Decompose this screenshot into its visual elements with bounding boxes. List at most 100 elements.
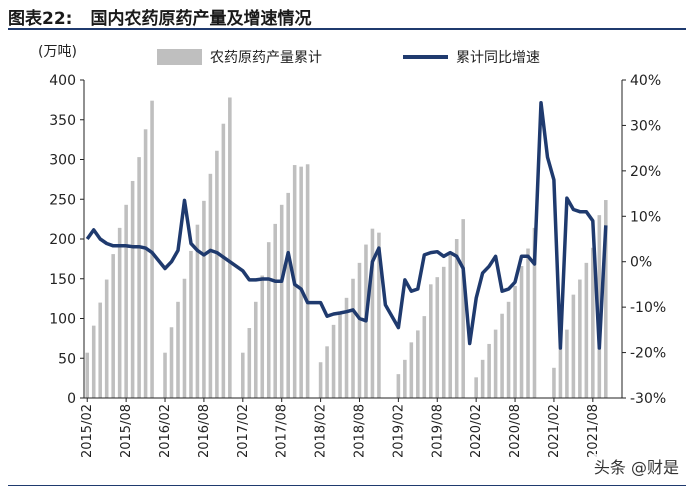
bar <box>169 327 174 398</box>
bar <box>422 316 427 398</box>
y-left-ticks: 0 50 100 150 200 250 300 350 400 <box>49 73 84 407</box>
bar <box>500 313 504 398</box>
bar <box>519 266 524 398</box>
bar <box>532 227 537 398</box>
bar <box>441 266 446 398</box>
bar <box>506 301 511 398</box>
line-series <box>85 100 608 350</box>
bar <box>571 294 576 398</box>
bar <box>215 150 219 398</box>
bar <box>182 278 187 398</box>
bar <box>208 173 213 398</box>
bar <box>591 247 595 398</box>
legend: 农药原药产量累计 累计同比增速 <box>157 49 540 66</box>
y-left-tick-label: 250 <box>49 192 76 208</box>
bar <box>111 254 115 398</box>
bar <box>143 129 148 399</box>
x-tick-label: 2017/02 <box>236 404 251 458</box>
bar <box>266 242 271 398</box>
bar <box>318 362 323 398</box>
x-tick-label: 2021/08 <box>586 404 601 458</box>
x-tick-label: 2015/08 <box>119 404 134 458</box>
bar <box>396 374 401 398</box>
bar <box>253 301 258 398</box>
legend-label-bar: 农药原药产量累计 <box>210 50 322 66</box>
bar <box>597 215 602 398</box>
x-tick-label: 2016/02 <box>158 404 173 458</box>
bar <box>247 328 252 398</box>
y-right-tick-label: 30% <box>630 118 661 134</box>
bar <box>578 279 582 398</box>
bar <box>454 239 459 398</box>
bar <box>357 262 362 398</box>
bar <box>552 367 556 398</box>
growth-line <box>85 100 608 350</box>
bar <box>474 377 478 398</box>
x-tick-label: 2017/08 <box>275 404 290 458</box>
figure-number: 图表22: <box>8 9 73 29</box>
y-right-tick-label: -10% <box>630 300 666 316</box>
bar <box>435 277 440 398</box>
bar <box>299 166 303 398</box>
x-tick-label: 2018/02 <box>314 404 329 458</box>
legend-label-line: 累计同比增速 <box>456 50 540 66</box>
bar <box>480 359 485 398</box>
y-left-tick-label: 200 <box>49 232 76 248</box>
y-right-tick-label: -20% <box>630 346 666 362</box>
bar <box>202 200 206 398</box>
bar <box>98 302 102 398</box>
bar <box>526 248 530 398</box>
y-right-tick-label: 10% <box>630 209 661 225</box>
x-tick-label: 2020/02 <box>469 404 484 458</box>
bar <box>416 330 420 398</box>
legend-swatch-bar <box>157 49 202 65</box>
bar <box>228 97 232 399</box>
figure-title-text: 国内农药原药产量及增速情况 <box>90 9 312 29</box>
y-right-tick-label: 0% <box>630 255 652 271</box>
x-tick-label: 2016/08 <box>197 404 212 458</box>
bar <box>513 285 517 398</box>
figure-title: 图表22: 国内农药原药产量及增速情况 <box>8 4 311 29</box>
bar <box>565 329 569 398</box>
bar <box>104 279 109 398</box>
x-tick-label: 2020/08 <box>508 404 523 458</box>
bar <box>273 223 277 398</box>
bar <box>117 227 122 398</box>
y-left-tick-label: 300 <box>49 153 76 169</box>
bar <box>163 352 167 398</box>
x-tick-label: 2015/02 <box>80 404 95 458</box>
x-ticks: 2015/02 2015/08 2016/02 2016/08 2017/02 2017/… <box>80 398 601 458</box>
x-tick-label: 2019/02 <box>391 404 406 458</box>
y-right-tick-label: -30% <box>630 391 666 407</box>
bar <box>189 250 193 398</box>
y-left-tick-label: 0 <box>67 391 76 407</box>
bar <box>604 200 608 398</box>
bar <box>344 297 349 398</box>
bar <box>241 352 245 398</box>
bar <box>124 204 128 398</box>
bar <box>260 275 265 398</box>
bar <box>338 314 342 398</box>
bar <box>409 342 414 398</box>
bar <box>176 301 180 398</box>
x-tick-label: 2018/08 <box>353 404 368 458</box>
y-left-tick-label: 350 <box>49 113 76 129</box>
x-tick-label: 2021/02 <box>547 404 562 458</box>
y-left-tick-label: 100 <box>49 312 76 328</box>
bar <box>487 343 491 398</box>
y-left-tick-label: 150 <box>49 272 76 288</box>
bar <box>279 204 284 398</box>
y-right-tick-label: 40% <box>630 73 661 89</box>
bar <box>448 254 453 398</box>
bar <box>195 224 200 398</box>
bar <box>429 284 433 398</box>
bar-series <box>85 97 608 399</box>
bar <box>130 180 135 398</box>
bar <box>221 123 226 398</box>
footer-rule <box>8 485 686 486</box>
title-rule <box>8 28 686 30</box>
bar <box>331 324 336 398</box>
watermark: 头条 @财是 <box>590 454 682 478</box>
y-right-tick-label: 20% <box>630 164 661 180</box>
